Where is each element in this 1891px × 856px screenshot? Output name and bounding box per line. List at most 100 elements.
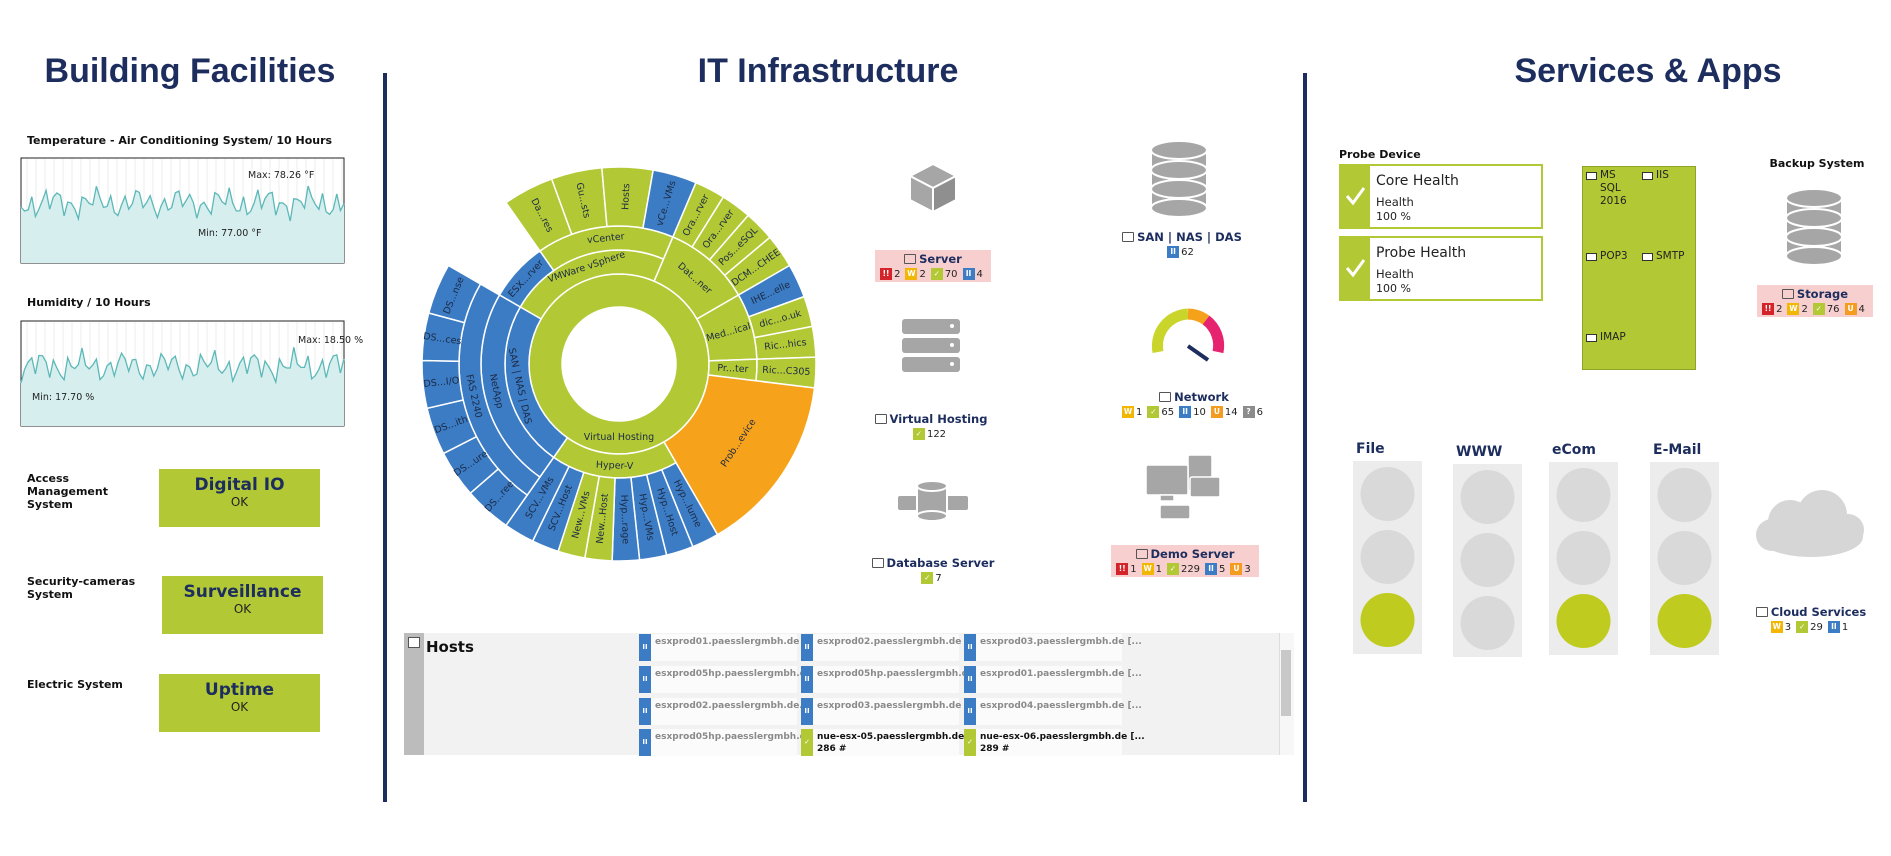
sunburst-label: vCenter [587, 231, 626, 246]
badge-count: 1 [1155, 563, 1162, 575]
host-status: II [639, 634, 651, 661]
badge-count: 6 [1256, 406, 1263, 418]
system-name: Digital IO [194, 475, 285, 495]
health-strip [1341, 166, 1370, 227]
badge-icon: W [1141, 563, 1154, 575]
device-name: Storage [1796, 287, 1849, 301]
badge-count: 3 [1784, 621, 1792, 633]
badge-icon: ✓ [1147, 406, 1160, 418]
chart-max: Max: 18.50 % [298, 335, 364, 346]
host-status: II [801, 634, 813, 661]
badge-icon: U [1210, 406, 1223, 418]
device-label: SAN | NAS | DAS II 62 [1072, 228, 1292, 260]
host-cell: II esxprod02.paesslergmbh.de [... [801, 634, 979, 661]
badge-count: 29 [1810, 621, 1823, 633]
app-icon [1642, 253, 1653, 261]
light [1360, 467, 1415, 521]
host-cell: II esxprod02.paesslergmbh.de... [639, 698, 810, 725]
device-box: Storage !! 2 W 2 ✓ 76 U 4 [1757, 285, 1873, 317]
badge-row: !! 1 W 1 ✓ 229 II 5 U 3 [1116, 563, 1254, 575]
host-status: II [964, 698, 976, 725]
light [1556, 531, 1611, 585]
light [1460, 596, 1515, 650]
host-name: esxprod05hp.paesslergmbh.de... [655, 732, 823, 742]
badge-row: ✓ 7 [872, 572, 995, 584]
app-icon [1642, 172, 1653, 180]
badge-count: 76 [1826, 303, 1840, 315]
badge-row: W 3 ✓ 29 II 1 [1756, 621, 1866, 633]
app-icon [1586, 334, 1597, 342]
device-icon [1781, 289, 1794, 299]
chart-min: Min: 77.00 °F [198, 228, 262, 239]
health-value: 100 % [1376, 210, 1411, 223]
device-icon [1135, 549, 1148, 559]
badge-count: 1 [1841, 621, 1849, 633]
sunburst-label: Hyper-V [596, 460, 634, 473]
app-name: IMAP [1600, 331, 1626, 343]
device-name-row: Virtual Hosting [874, 412, 988, 426]
badge-row: !! 2 W 2 ✓ 70 II 4 [880, 268, 986, 280]
app-cell: POP3 [1586, 250, 1636, 263]
backup-label: Backup System [1769, 157, 1865, 170]
sunburst-segment [662, 374, 816, 536]
badge-count: 2 [1801, 303, 1808, 315]
system-tile: Uptime OK [159, 674, 320, 732]
badge-row: II 62 [1122, 246, 1242, 258]
chart-label: Humidity / 10 Hours [27, 296, 151, 309]
system-label: Access Management System [27, 472, 108, 511]
chart-area [21, 347, 344, 426]
device-name: Database Server [886, 556, 995, 570]
host-name: esxprod04.paesslergmbh.de [... [980, 701, 1142, 711]
light-label: WWW [1456, 444, 1503, 460]
device-box: Cloud Services W 3 ✓ 29 II 1 [1751, 603, 1871, 635]
system-label: Electric System [27, 678, 123, 691]
light [1460, 470, 1515, 524]
badge-icon: ✓ [912, 428, 925, 440]
badge-icon: !! [880, 268, 893, 280]
badge-icon: W [1122, 406, 1135, 418]
light-label: E-Mail [1653, 442, 1702, 458]
light [1657, 594, 1712, 648]
device-name: Server [919, 252, 962, 266]
light [1360, 530, 1415, 584]
system-name: Surveillance [183, 582, 302, 602]
sunburst-segment [528, 273, 710, 455]
badge-icon: W [1787, 303, 1800, 315]
device-name-row: Network [1122, 390, 1266, 404]
check-icon [1345, 259, 1366, 278]
app-name: MS SQL 2016 [1600, 169, 1627, 207]
host-cell: II esxprod04.paesslergmbh.de [... [964, 698, 1142, 725]
host-status: II [801, 698, 813, 725]
badge-count: 1 [1130, 563, 1137, 575]
device-name-row: Server [880, 252, 986, 266]
badge-count: 4 [1858, 303, 1865, 315]
health-value: 100 % [1376, 282, 1411, 295]
host-cell: ✓ nue-esx-06.paesslergmbh.de [... 289 # [964, 729, 1145, 756]
device-label: Network W 1 ✓ 65 II 10 U 14? 6 [1084, 388, 1304, 420]
system-status: OK [230, 700, 249, 714]
sunburst-label: Hyp...rage [618, 494, 631, 544]
system-label: Security-cameras System [27, 575, 136, 601]
device-label: Cloud Services W 3 ✓ 29 II 1 [1701, 603, 1891, 635]
hosts-icon [408, 637, 420, 648]
health-box: Probe Health Health 100 % [1339, 236, 1543, 301]
badge-icon: ✓ [1796, 621, 1809, 633]
device-name-row: Database Server [871, 556, 995, 570]
host-name: nue-esx-06.paesslergmbh.de [... [980, 732, 1145, 742]
host-count: 289 # [980, 744, 1010, 754]
host-name: esxprod02.paesslergmbh.de... [655, 701, 810, 711]
device-name: Virtual Hosting [889, 412, 988, 426]
device-label: Server !! 2 W 2 ✓ 70 II 4 [823, 250, 1043, 282]
badge-count: 5 [1219, 563, 1226, 575]
device-icon [904, 254, 917, 264]
badge-count: 10 [1193, 406, 1206, 418]
section-title: Services & Apps [1514, 52, 1782, 90]
host-count: 286 # [817, 744, 847, 754]
badge-count: 122 [926, 428, 947, 440]
device-box: SAN | NAS | DAS II 62 [1117, 228, 1247, 260]
app-name: IIS [1656, 169, 1669, 181]
badge-row: !! 2 W 2 ✓ 76 U 4 [1762, 303, 1868, 315]
app-cell: IMAP [1586, 331, 1686, 344]
badge-icon: ✓ [930, 268, 943, 280]
